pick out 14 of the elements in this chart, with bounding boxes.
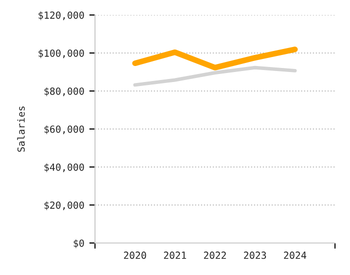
y-tick-label: $60,000 bbox=[44, 125, 84, 134]
x-tick-label: 2023 bbox=[244, 252, 266, 259]
y-tick-label: $0 bbox=[74, 239, 84, 248]
y-tick-label: $40,000 bbox=[44, 163, 84, 172]
x-tick-label: 2022 bbox=[204, 252, 226, 259]
y-tick-label: $20,000 bbox=[44, 201, 84, 210]
y-tick-label: $80,000 bbox=[44, 87, 84, 96]
y-tick-label: $120,000 bbox=[38, 11, 84, 20]
y-tick-label: $100,000 bbox=[38, 49, 84, 58]
x-tick-label: 2020 bbox=[124, 252, 146, 259]
y-axis-title: Salaries bbox=[17, 106, 25, 152]
line-series bbox=[133, 66, 297, 87]
x-tick-label: 2021 bbox=[164, 252, 186, 259]
x-tick-label: 2024 bbox=[284, 252, 306, 259]
